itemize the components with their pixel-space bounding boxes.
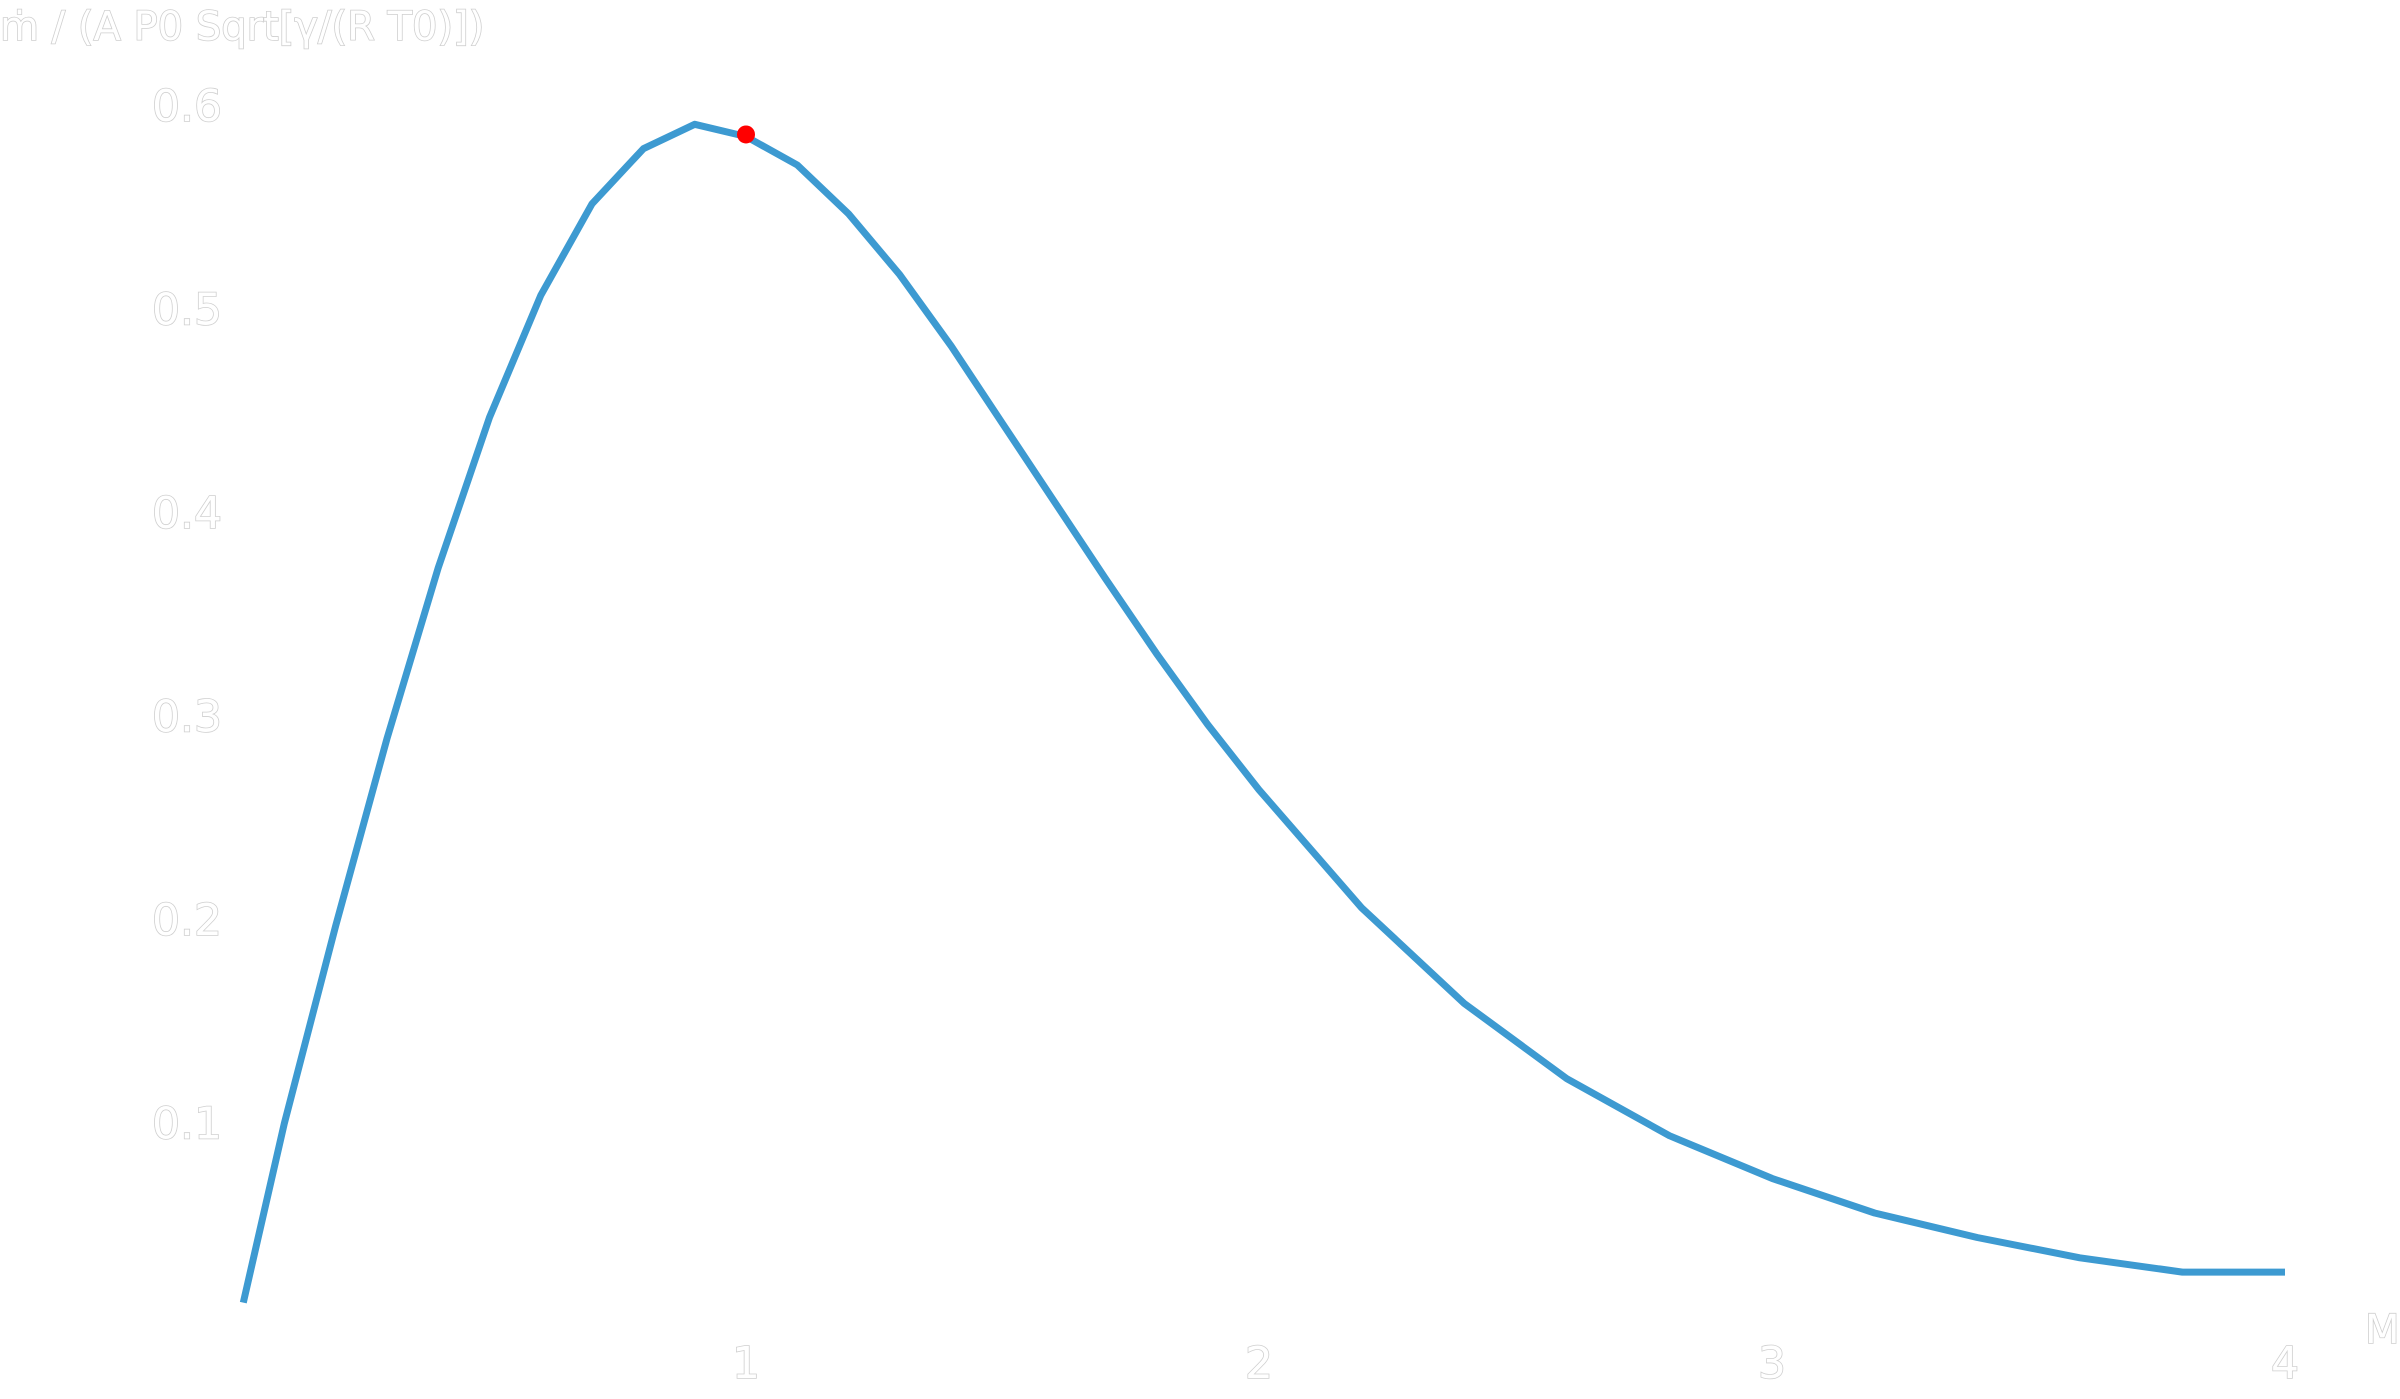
x-tick-labels: 1 2 3 4	[731, 1337, 2300, 1390]
max-point-marker	[737, 125, 755, 144]
x-axis-label: M	[2365, 1307, 2400, 1353]
x-tick-label: 1	[732, 1338, 760, 1389]
y-tick-labels: 0.1 0.2 0.3 0.4 0.5 0.6	[151, 80, 223, 1150]
y-tick-label: 0.1	[152, 1099, 222, 1150]
y-tick-label: 0.4	[152, 488, 222, 539]
y-tick-label: 0.6	[152, 81, 222, 132]
series-line	[239, 120, 2285, 1304]
x-tick-label: 2	[1245, 1338, 1273, 1389]
series-group	[239, 120, 2285, 1304]
y-tick-label: 0.5	[152, 285, 222, 336]
x-tick-label: 3	[1758, 1338, 1786, 1389]
y-axis-label: ṁ / (A P0 Sqrt[γ/(R T0)])	[0, 4, 484, 50]
x-tick-label: 4	[2271, 1338, 2299, 1389]
y-tick-label: 0.3	[152, 692, 222, 743]
y-tick-label: 0.2	[152, 895, 222, 946]
